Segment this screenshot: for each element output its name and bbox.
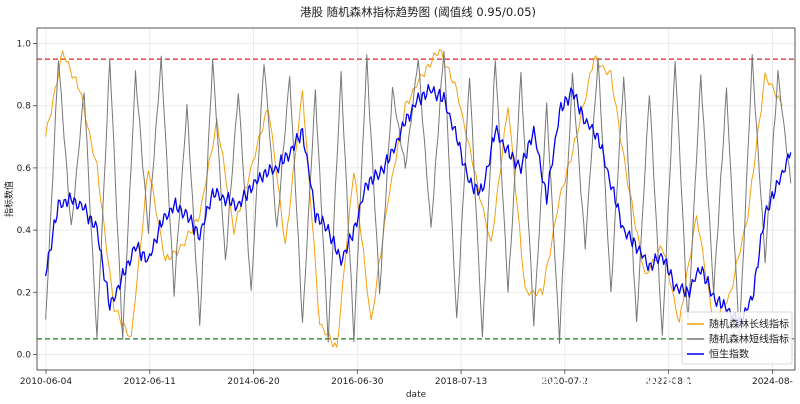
plot-frame xyxy=(36,27,796,371)
legend-box xyxy=(681,311,793,365)
x-tick-label: 2020-07-2 xyxy=(542,377,589,387)
x-tick-label: 2014-06-20 xyxy=(227,377,280,387)
x-tick-label: 2012-06-11 xyxy=(124,377,176,387)
legend-label: 随机森林长线指标 xyxy=(709,318,789,331)
x-tick-label: 2022-08-1 xyxy=(645,377,692,387)
x-tick-label: 2018-07-13 xyxy=(435,377,487,387)
chart-title: 港股 随机森林指标趋势图 (阈值线 0.95/0.05) xyxy=(300,5,536,19)
y-tick-label: 0.2 xyxy=(17,288,31,298)
watermark: 雪球：律动周期研究所 xyxy=(520,369,720,393)
y-axis-title: 指标数值 xyxy=(3,181,15,217)
y-axis: 0.0 0.2 0.4 0.6 0.8 1.0 xyxy=(17,40,37,360)
y-tick-label: 0.4 xyxy=(17,226,32,236)
y-tick-label: 0.6 xyxy=(17,164,32,174)
legend-label: 恒生指数 xyxy=(709,348,749,361)
series-line xyxy=(45,50,792,344)
y-tick-label: 0.0 xyxy=(17,350,32,360)
legend-label: 随机森林短线指标 xyxy=(709,333,789,346)
y-tick-label: 0.8 xyxy=(17,102,32,112)
series-lines xyxy=(44,49,792,348)
series-line xyxy=(45,49,783,348)
threshold-lines xyxy=(37,58,795,340)
x-tick-label: 2024-08- xyxy=(752,377,793,387)
x-axis-title: date xyxy=(406,390,427,400)
x-tick-label: 2010-06-04 xyxy=(20,377,73,387)
x-tick-label: 2016-06-30 xyxy=(331,377,384,387)
series-line xyxy=(44,84,792,328)
x-axis: 2010-06-04 2012-06-11 2014-06-20 2016-06-30… xyxy=(20,370,793,387)
y-tick-label: 1.0 xyxy=(17,40,32,50)
